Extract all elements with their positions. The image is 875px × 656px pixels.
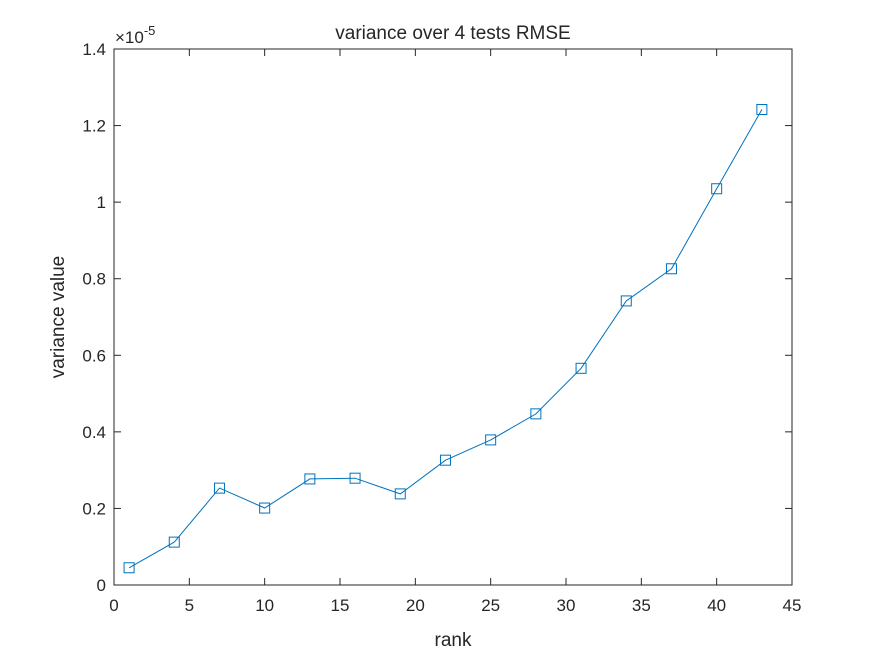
series-layer	[123, 103, 768, 574]
x-tick-label: 15	[331, 596, 350, 615]
data-point-marker	[394, 488, 406, 500]
x-tick-label: 25	[481, 596, 500, 615]
data-point-marker	[304, 473, 316, 485]
x-axis-ticks: 0 5 10 15 20 25 30 35 40 45	[109, 49, 801, 615]
data-point-marker	[349, 472, 361, 484]
x-tick-label: 0	[109, 596, 118, 615]
y-tick-label: 1.4	[82, 40, 106, 59]
x-tick-label: 40	[707, 596, 726, 615]
data-point-marker	[530, 408, 542, 420]
y-axis-ticks: 0 0.2 0.4 0.6 0.8 1 1.2 1.4	[82, 40, 792, 595]
data-point-marker	[439, 454, 451, 466]
data-point-marker	[665, 263, 677, 275]
y-axis-title: variance value	[48, 256, 69, 379]
data-point-marker	[123, 562, 135, 574]
y-tick-label: 0.4	[82, 423, 106, 442]
data-point-marker	[168, 536, 180, 548]
x-tick-label: 20	[406, 596, 425, 615]
data-point-marker	[620, 295, 632, 307]
x-tick-label: 10	[255, 596, 274, 615]
series-line	[128, 109, 763, 569]
data-point-marker	[485, 434, 497, 446]
y-exponent-label: ×10-5	[115, 23, 155, 47]
x-axis-title: rank	[435, 630, 472, 651]
y-tick-label: 0.6	[82, 346, 106, 365]
x-tick-label: 35	[632, 596, 651, 615]
y-tick-label: 0	[97, 576, 106, 595]
data-point-marker	[213, 482, 225, 494]
data-point-marker	[756, 103, 768, 115]
y-tick-label: 0.2	[82, 499, 106, 518]
y-tick-label: 0.8	[82, 270, 106, 289]
data-point-marker	[575, 362, 587, 374]
chart-title: variance over 4 tests RMSE	[335, 23, 570, 44]
x-tick-label: 5	[185, 596, 194, 615]
x-tick-label: 45	[783, 596, 802, 615]
x-tick-label: 30	[557, 596, 576, 615]
y-tick-label: 1	[97, 193, 106, 212]
y-tick-label: 1.2	[82, 117, 106, 136]
data-point-marker	[259, 502, 271, 514]
data-point-marker	[711, 183, 723, 195]
plot-area	[113, 48, 793, 586]
